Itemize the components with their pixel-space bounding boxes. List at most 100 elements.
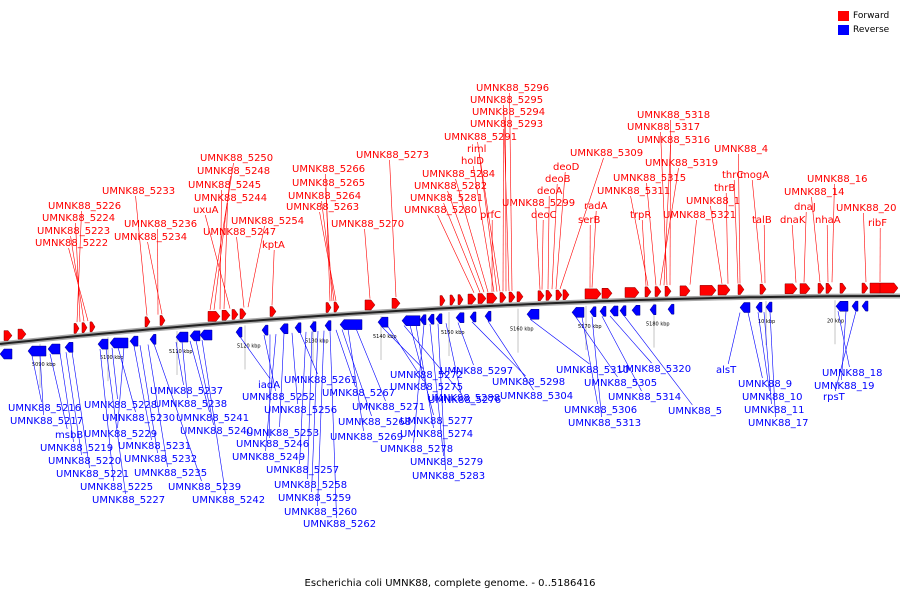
leader-line [189,340,210,413]
leader-line [509,92,513,291]
gene-label: UMNK88_5318 [637,110,710,121]
forward-gene-arrow [89,321,96,333]
leader-line [725,192,729,284]
forward-gene-arrow [737,284,745,295]
leader-line [575,317,618,378]
gene-label: UMNK88_5216 [8,403,81,414]
gene-label: UMNK88_5293 [470,119,543,130]
gene-label: UMNK88_5276 [428,395,501,406]
leader-line [99,348,114,482]
forward-gene-arrow [664,286,672,297]
gene-label: UMNK88_5316 [637,135,710,146]
forward-gene-arrow [17,328,27,340]
leader-line [329,330,337,519]
gene-label: UMNK88_5267 [322,388,395,399]
reverse-gene-arrow [175,331,189,343]
reverse-gene-arrow [599,306,607,317]
leader-line [389,159,397,298]
leader-line [641,219,647,286]
reverse-swatch [838,25,849,35]
reverse-gene-arrow [619,305,627,316]
gene-label: UMNK88_5244 [194,193,267,204]
gene-label: UMNK88_5277 [400,416,473,427]
leader-line [535,207,541,290]
legend: Forward Reverse [838,9,889,37]
forward-gene-arrow [601,288,613,299]
gene-label: prfC [480,210,501,221]
forward-gene-arrow [73,323,80,334]
leader-line [769,311,776,418]
leader-line [738,153,741,284]
forward-gene-arrow [439,295,446,306]
gene-label: UMNK88_19 [814,381,874,392]
leader-line [581,316,598,405]
gene-label: UMNK88_5250 [200,153,273,164]
forward-gene-arrow [364,299,376,311]
forward-gene-arrow [81,322,88,333]
forward-gene-arrow [562,289,570,300]
gene-label: UMNK88_5291 [444,132,517,143]
gene-label: UMNK88_5281 [410,193,483,204]
reverse-gene-arrow [861,300,869,312]
gene-label: UMNK88_5225 [80,482,153,493]
forward-gene-arrow [679,285,691,297]
leader-line [49,353,68,430]
leader-line [147,344,168,468]
forward-gene-arrow [825,283,833,294]
gene-label: deoB [545,174,571,185]
gene-label: UMNK88_5245 [188,180,261,191]
reverse-gene-arrow [739,302,751,313]
gene-label: UMNK88_5219 [40,443,113,454]
legend-reverse: Reverse [838,23,889,37]
gene-label: mogA [740,170,769,181]
gene-label: UMNK88_4 [714,144,768,155]
gene-label: UMNK88_5249 [232,452,305,463]
leader-line [803,211,807,283]
gene-label: nhaA [815,215,841,226]
forward-swatch [838,11,849,21]
gene-label: UMNK88_5221 [56,469,129,480]
leader-line [325,187,333,302]
leader-line [201,339,226,495]
leader-line [204,214,231,309]
gene-label: rpsT [823,392,846,403]
forward-gene-arrow [839,282,847,294]
reverse-gene-arrow [261,324,269,336]
gene-label: UMNK88_5234 [114,232,187,243]
leader-line [689,219,697,285]
gene-label: thrB [714,183,735,194]
reverse-gene-arrow [64,342,74,353]
leader-line [335,329,356,388]
leader-line [710,205,723,284]
gene-label: UMNK88_5278 [380,444,453,455]
reverse-gene-arrow [649,304,657,315]
leader-line [239,336,271,380]
reverse-gene-arrow [455,312,465,323]
gene-label: UMNK88_5270 [331,219,404,230]
reverse-gene-arrow [0,348,13,360]
gene-label: UMNK88_10 [742,392,802,403]
reverse-gene-arrow [309,321,317,332]
gene-label: UMNK88_5262 [303,519,376,530]
reverse-gene-arrow [755,301,763,313]
reverse-gene-arrow [97,338,109,350]
forward-gene-arrow [159,315,166,326]
forward-gene-arrow [817,283,825,294]
gene-label: UMNK88_5252 [242,392,315,403]
reverse-gene-arrow [189,330,201,342]
gene-label: UMNK88_5298 [492,377,565,388]
leader-line [299,332,318,375]
gene-label: UMNK88_5246 [236,439,309,450]
forward-gene-arrow [239,308,247,320]
forward-gene-arrow [499,292,507,303]
leader-line [271,249,275,306]
leader-line [559,157,604,289]
leader-line [265,334,277,452]
leader-line [447,190,485,293]
gene-label: UMNK88_5261 [284,375,357,386]
gene-label: UMNK88_5263 [286,202,359,213]
reverse-gene-arrow [835,300,849,312]
gene-label: UMNK88_5280 [404,205,477,216]
gene-label: UMNK88_5220 [48,456,121,467]
